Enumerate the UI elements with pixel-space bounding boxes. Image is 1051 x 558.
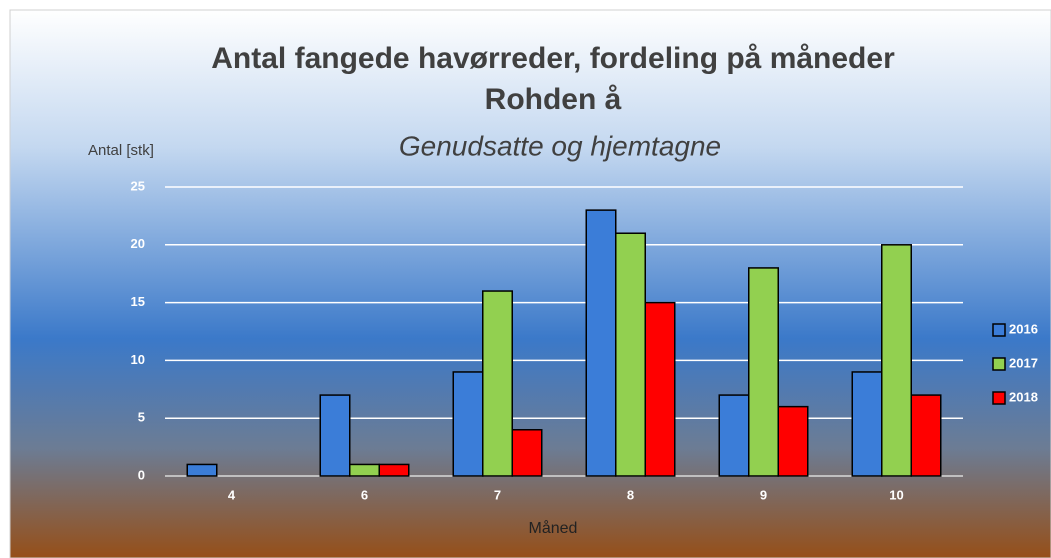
y-axis-label: Antal [stk]	[88, 142, 154, 159]
x-tick-label: 4	[228, 487, 236, 502]
legend-label: 2017	[1009, 355, 1038, 370]
y-tick-label: 20	[131, 236, 145, 251]
y-tick-label: 10	[131, 352, 145, 367]
y-tick-label: 5	[138, 410, 145, 425]
bar	[349, 463, 380, 477]
x-tick-label: 10	[889, 487, 903, 502]
bar	[319, 394, 351, 477]
bar	[186, 463, 218, 477]
y-tick-label: 15	[131, 294, 145, 309]
bar	[378, 463, 410, 477]
bar	[482, 290, 513, 477]
bar	[718, 394, 750, 477]
bar	[851, 371, 883, 477]
x-tick-label: 6	[361, 487, 368, 502]
chart-subtitle: Genudsatte og hjemtagne	[399, 130, 721, 161]
bar	[585, 209, 617, 477]
bar	[910, 394, 942, 477]
x-tick-label: 7	[494, 487, 501, 502]
bar	[881, 244, 912, 477]
bar	[777, 405, 809, 477]
y-tick-label: 0	[138, 467, 145, 482]
chart-title: Antal fangede havørreder, fordeling på m…	[211, 42, 895, 75]
bar	[748, 267, 779, 477]
chart-title: Rohden å	[485, 83, 622, 116]
legend-swatch	[992, 323, 1006, 337]
legend-swatch	[992, 357, 1006, 371]
legend-label: 2018	[1009, 389, 1038, 404]
bar	[644, 301, 676, 477]
legend-swatch	[992, 391, 1006, 405]
bar	[511, 429, 543, 477]
y-tick-label: 25	[131, 178, 145, 193]
bar	[452, 371, 484, 477]
x-tick-label: 8	[627, 487, 634, 502]
x-axis-label: Måned	[529, 519, 578, 537]
legend-label: 2016	[1009, 321, 1038, 336]
x-tick-label: 9	[760, 487, 767, 502]
bar	[615, 232, 646, 477]
